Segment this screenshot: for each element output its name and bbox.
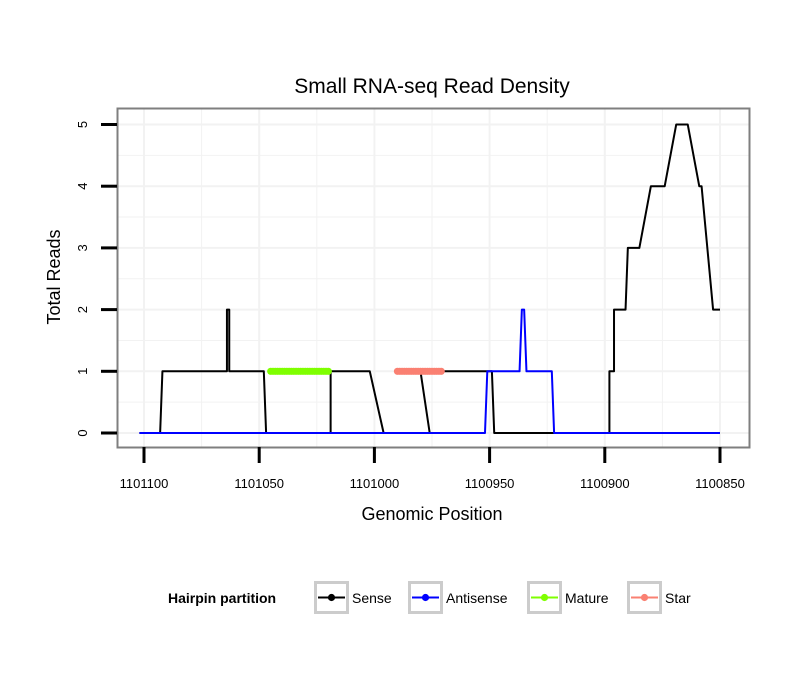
series-line-antisense [139,308,720,434]
chart-title: Small RNA-seq Read Density [294,75,570,98]
x-tick-label: 1100850 [695,476,745,491]
data-point-star [437,367,445,375]
x-tick-label: 1101000 [350,476,400,491]
legend-title: Hairpin partition [168,590,276,606]
plot-border [116,107,751,449]
legend-label-sense: Sense [352,590,392,606]
x-axis: 1101100 1101050 1101000 1100950 1100900 11008… [120,447,745,491]
y-axis-title: Total Reads [44,229,64,324]
y-tick-label: 2 [75,306,90,313]
y-tick-label: 5 [75,121,90,128]
x-tick-label: 1101100 [120,476,169,491]
x-axis-title: Genomic Position [361,504,502,524]
legend-dot-mature [540,593,549,602]
y-axis: 0 1 2 3 4 5 [75,121,117,437]
legend-label-antisense: Antisense [446,590,508,606]
series-layer [139,123,720,434]
data-point-mature [324,367,332,375]
y-tick-label: 1 [75,368,90,375]
y-tick-label: 0 [75,429,90,436]
y-tick-label: 4 [75,183,90,190]
x-tick-label: 1100950 [465,476,515,491]
grid [118,109,749,447]
x-tick-label: 1100900 [580,476,630,491]
legend-dot-sense [327,593,336,602]
legend-dot-antisense [421,593,430,602]
legend: Hairpin partition Sense Antisense Mature St… [168,581,691,614]
x-tick-label: 1101050 [234,476,284,491]
legend-dot-star [640,593,649,602]
legend-label-mature: Mature [565,590,609,606]
legend-label-star: Star [665,590,691,606]
y-tick-label: 3 [75,244,90,251]
